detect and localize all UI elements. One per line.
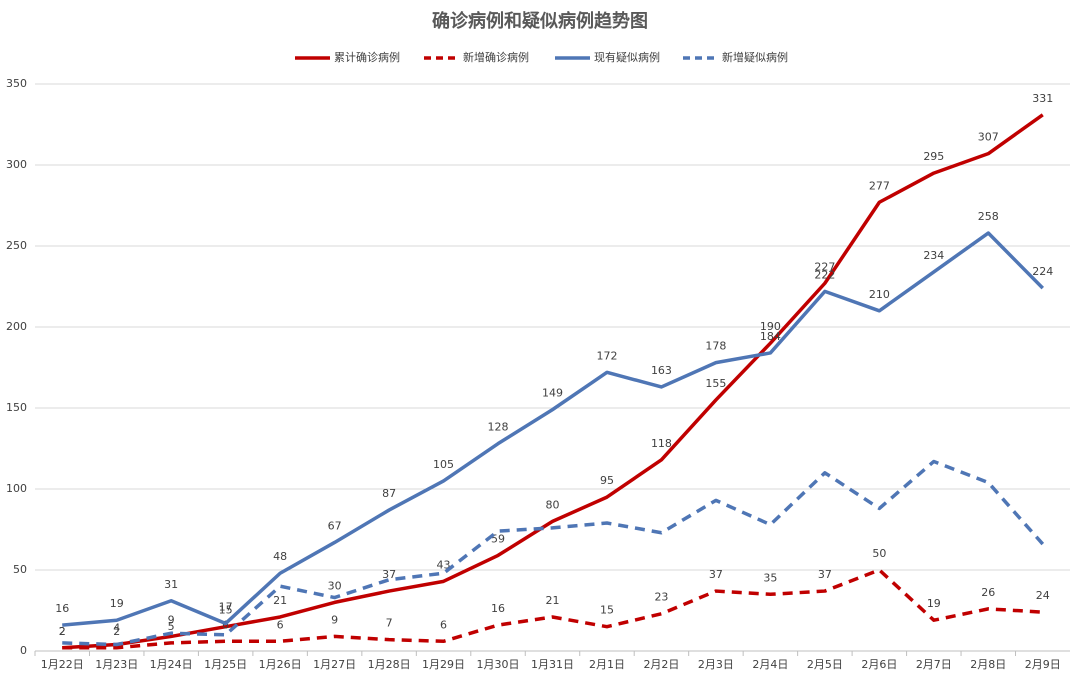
data-label: 67: [328, 519, 342, 532]
data-label: 19: [927, 597, 941, 610]
x-tick-label: 2月5日: [807, 658, 843, 671]
series-line: [62, 113, 1044, 650]
data-label: 210: [869, 288, 890, 301]
x-tick-label: 2月8日: [970, 658, 1006, 671]
series-line: [62, 231, 1045, 627]
x-tick-label: 1月22日: [41, 658, 84, 671]
data-label: 5: [168, 620, 175, 633]
data-label: 24: [1036, 589, 1050, 602]
x-tick-label: 1月27日: [313, 658, 356, 671]
series-line: [62, 459, 1045, 647]
legend-label: 新增疑似病例: [722, 50, 788, 64]
data-label: 258: [978, 210, 999, 223]
data-label: 19: [110, 597, 124, 610]
data-label: 16: [491, 602, 505, 615]
x-tick-label: 1月29日: [422, 658, 465, 671]
data-label: 30: [328, 579, 342, 592]
data-label: 128: [488, 421, 509, 434]
data-label: 222: [814, 268, 835, 281]
x-tick-label: 2月9日: [1025, 658, 1061, 671]
y-tick-label: 300: [6, 158, 27, 171]
data-label: 15: [219, 604, 233, 617]
data-label: 21: [546, 594, 560, 607]
y-tick-label: 350: [6, 77, 27, 90]
data-label: 50: [872, 547, 886, 560]
data-label: 227: [814, 260, 835, 273]
x-tick-label: 2月3日: [698, 658, 734, 671]
x-tick-label: 1月24日: [150, 658, 193, 671]
y-tick-label: 250: [6, 239, 27, 252]
series-line: [62, 568, 1043, 650]
data-label: 4: [113, 622, 120, 635]
data-label: 21: [273, 594, 287, 607]
data-label: 37: [382, 568, 396, 581]
data-label: 234: [923, 249, 944, 262]
data-label: 118: [651, 437, 672, 450]
chart-title: 确诊病例和疑似病例趋势图: [432, 10, 648, 32]
data-label: 331: [1032, 92, 1053, 105]
data-label: 48: [273, 550, 287, 563]
data-label: 87: [382, 487, 396, 500]
x-tick-label: 1月25日: [204, 658, 247, 671]
data-label: 26: [981, 586, 995, 599]
x-tick-label: 1月28日: [368, 658, 411, 671]
x-tick-label: 1月26日: [259, 658, 302, 671]
x-tick-label: 2月2日: [643, 658, 679, 671]
y-tick-label: 200: [6, 320, 27, 333]
x-tick-label: 2月4日: [752, 658, 788, 671]
data-label: 37: [818, 568, 832, 581]
data-label: 155: [705, 377, 726, 390]
x-tick-label: 1月31日: [531, 658, 574, 671]
data-label: 43: [437, 558, 451, 571]
legend-label: 累计确诊病例: [334, 50, 400, 64]
y-tick-label: 0: [20, 644, 27, 657]
data-label: 15: [600, 604, 614, 617]
legend-label: 现有疑似病例: [594, 50, 660, 64]
y-tick-label: 150: [6, 401, 27, 414]
data-label: 224: [1032, 265, 1053, 278]
data-label: 23: [654, 591, 668, 604]
data-label: 295: [923, 150, 944, 163]
data-label: 95: [600, 474, 614, 487]
data-label: 2: [59, 625, 66, 638]
y-tick-label: 100: [6, 482, 27, 495]
data-label: 184: [760, 330, 781, 343]
data-label: 2: [113, 625, 120, 638]
data-label: 9: [168, 613, 175, 626]
x-tick-label: 2月6日: [861, 658, 897, 671]
data-label: 9: [331, 613, 338, 626]
data-label: 7: [386, 617, 393, 630]
data-label: 178: [705, 340, 726, 353]
x-tick-label: 2月7日: [916, 658, 952, 671]
data-label: 190: [760, 320, 781, 333]
data-label: 277: [869, 179, 890, 192]
y-tick-label: 50: [13, 563, 27, 576]
data-label: 307: [978, 131, 999, 144]
data-label: 172: [596, 349, 617, 362]
data-label: 6: [277, 618, 284, 631]
data-label: 2: [59, 625, 66, 638]
data-label: 6: [440, 618, 447, 631]
data-label: 80: [546, 498, 560, 511]
data-label: 16: [55, 602, 69, 615]
data-label: 149: [542, 387, 563, 400]
x-tick-label: 2月1日: [589, 658, 625, 671]
data-label: 37: [709, 568, 723, 581]
legend-label: 新增确诊病例: [463, 50, 529, 64]
data-label: 35: [763, 571, 777, 584]
x-tick-label: 1月23日: [95, 658, 138, 671]
x-tick-label: 1月30日: [477, 658, 520, 671]
data-label: 17: [219, 600, 233, 613]
data-label: 163: [651, 364, 672, 377]
data-label: 31: [164, 578, 178, 591]
data-label: 105: [433, 458, 454, 471]
